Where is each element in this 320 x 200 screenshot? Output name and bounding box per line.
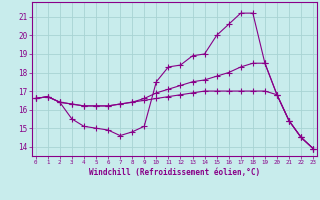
X-axis label: Windchill (Refroidissement éolien,°C): Windchill (Refroidissement éolien,°C) bbox=[89, 168, 260, 177]
